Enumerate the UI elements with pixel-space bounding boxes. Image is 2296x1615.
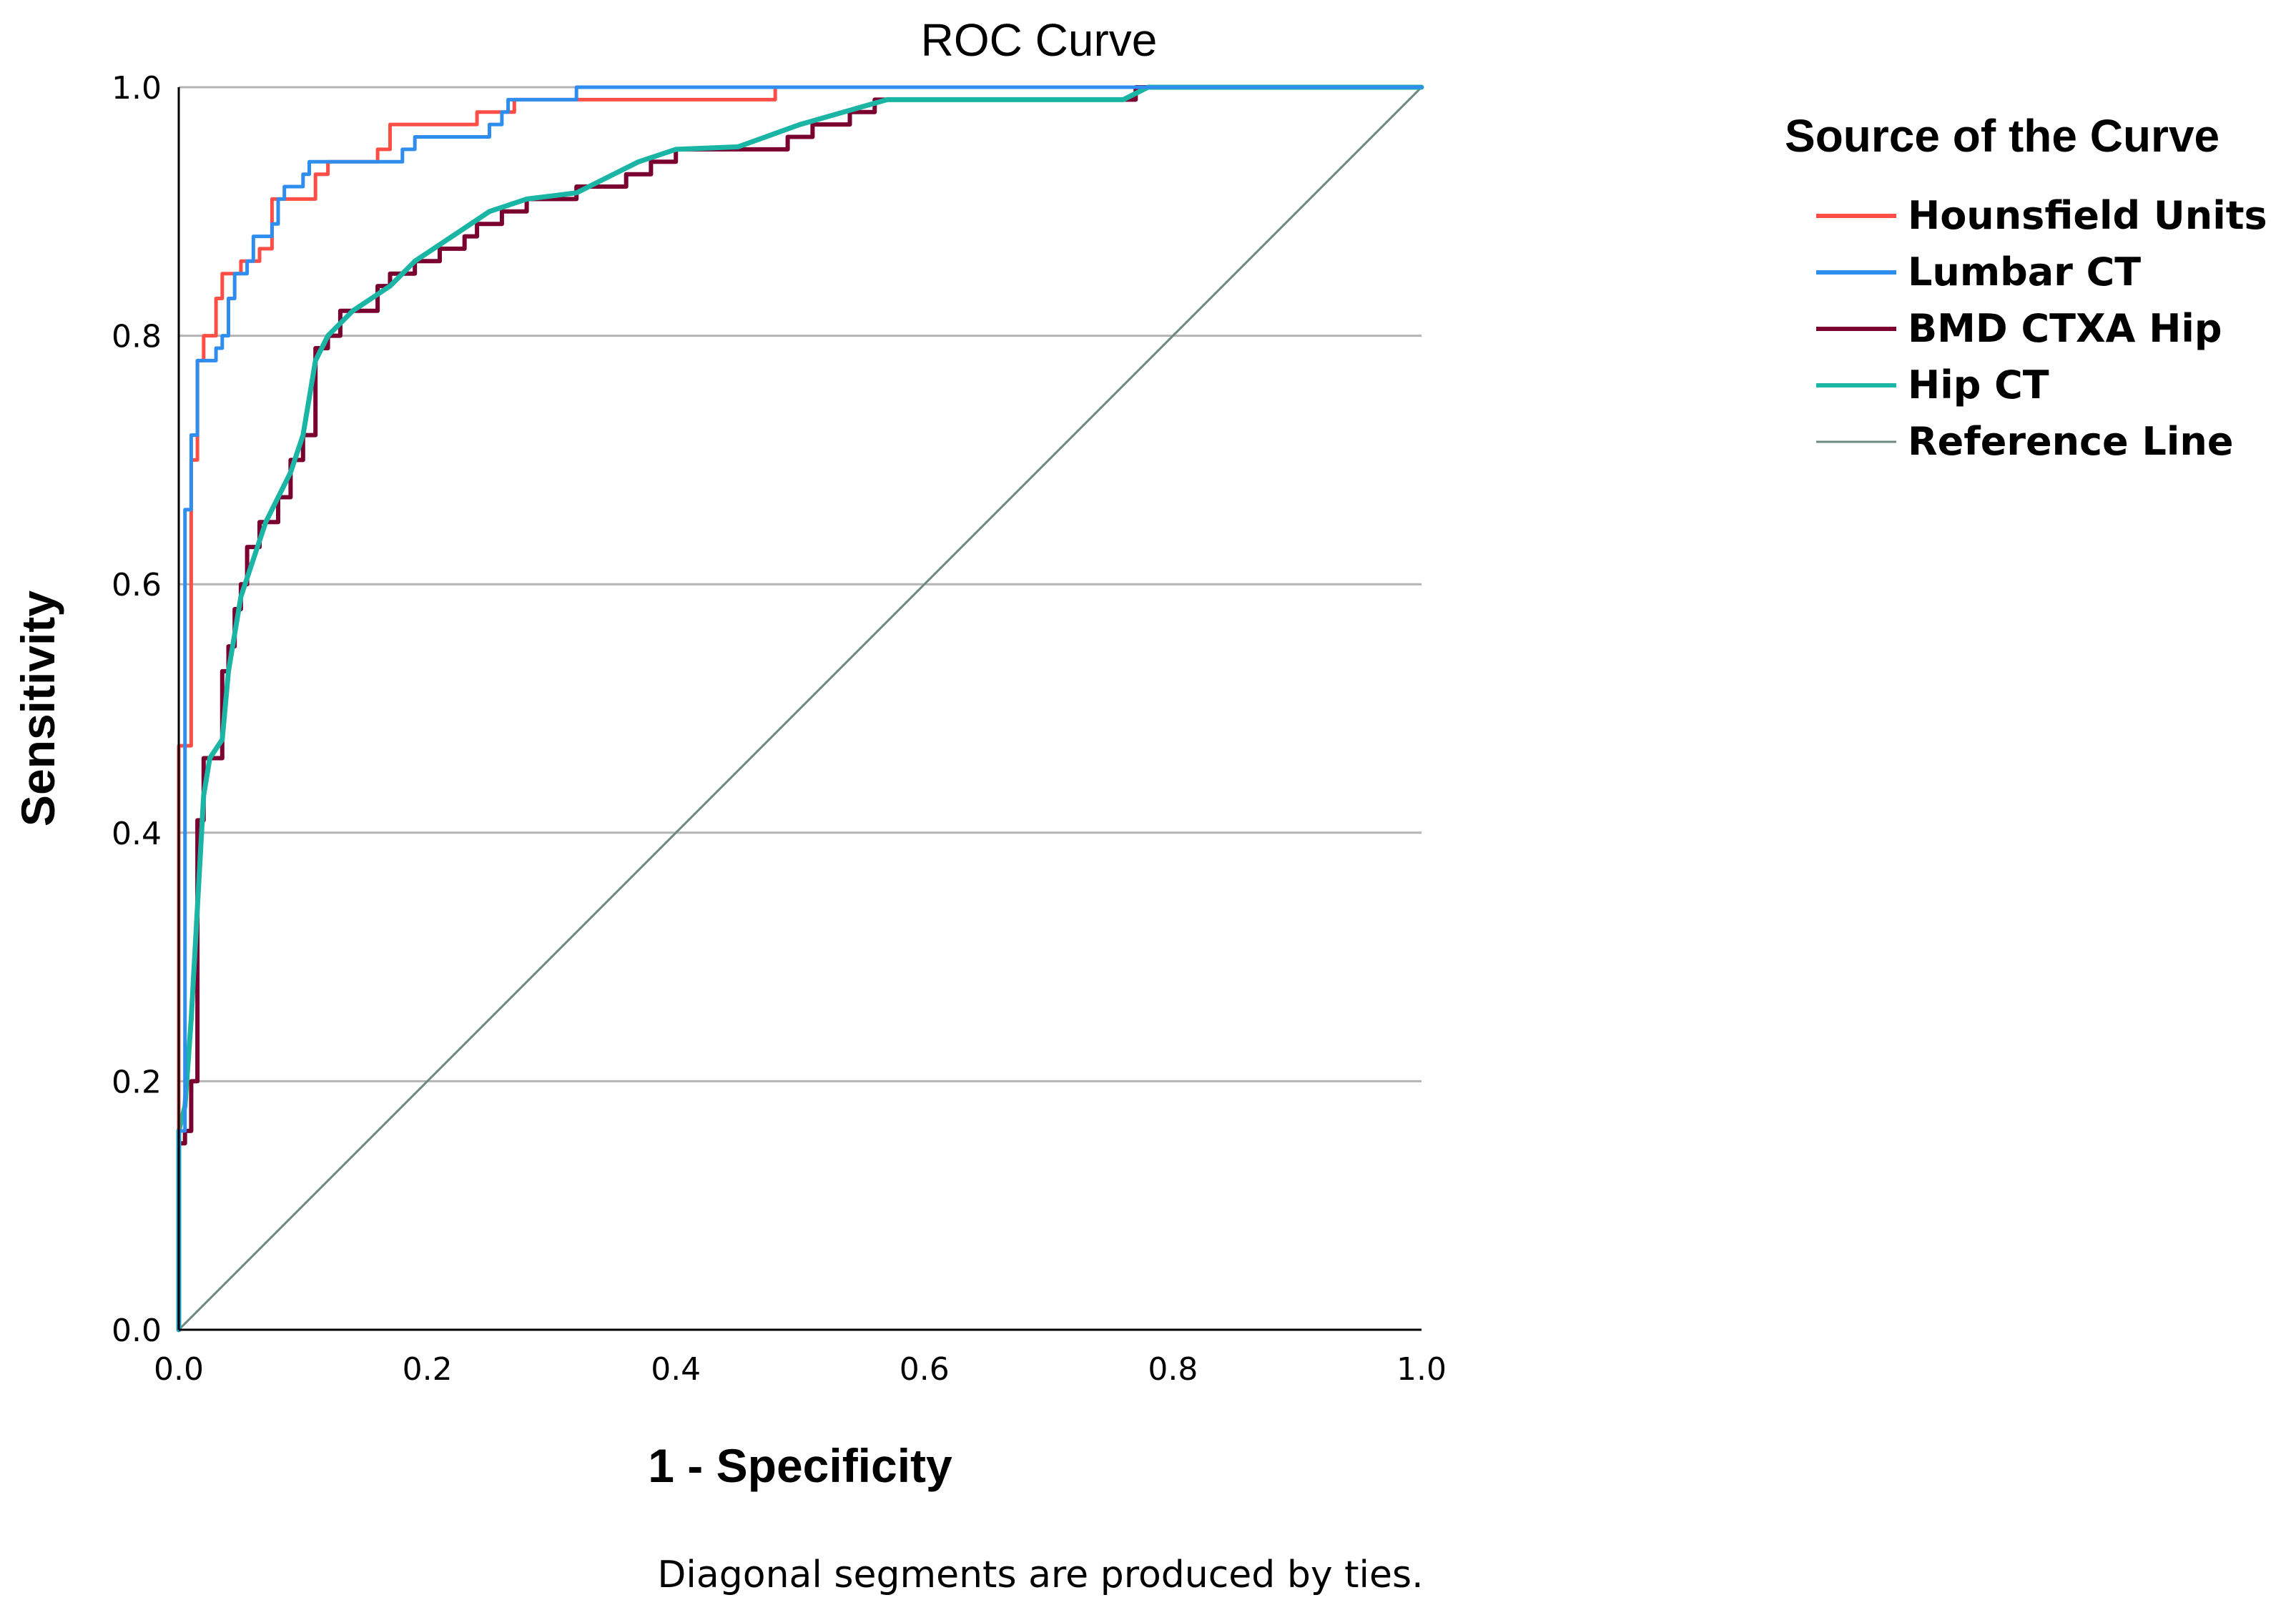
gridlines bbox=[179, 86, 1422, 1082]
series-line-reference-line bbox=[177, 86, 1423, 1331]
y-tick-label: 0.6 bbox=[112, 567, 162, 603]
chart-title: ROC Curve bbox=[921, 14, 1158, 66]
tick-labels: 0.0 0.2 0.4 0.6 0.8 1.0 0.0 0.2 0.4 0.6 0.8 1.0 bbox=[112, 70, 1447, 1388]
axes bbox=[177, 87, 1422, 1331]
y-tick-label: 0.8 bbox=[112, 319, 162, 355]
legend-label-hounsfield-units: Hounsfield Units bbox=[1908, 193, 2267, 238]
legend-title: Source of the Curve bbox=[1785, 110, 2219, 162]
y-axis-label: Sensitivity bbox=[11, 591, 64, 826]
legend-label-hip-ct: Hip CT bbox=[1908, 362, 2049, 408]
legend-label-lumbar-ct: Lumbar CT bbox=[1908, 250, 2141, 295]
legend-label-bmd-ctxa-hip: BMD CTXA Hip bbox=[1908, 306, 2222, 351]
series-lines bbox=[176, 84, 1424, 1333]
series-line-hip-ct bbox=[176, 84, 1424, 1333]
x-tick-label: 0.0 bbox=[154, 1351, 204, 1388]
x-axis-label: 1 - Specificity bbox=[648, 1439, 952, 1492]
y-tick-label: 1.0 bbox=[112, 70, 162, 107]
x-tick-label: 1.0 bbox=[1396, 1351, 1447, 1388]
x-tick-label: 0.6 bbox=[900, 1351, 950, 1388]
legend-label-reference-line: Reference Line bbox=[1908, 419, 2233, 464]
series-line-lumbar-ct bbox=[177, 85, 1424, 1332]
series-line-bmd-ctxa-hip bbox=[177, 85, 1424, 1332]
legend: Source of the Curve Hounsfield Units Lumb… bbox=[1785, 110, 2267, 464]
x-tick-label: 0.2 bbox=[403, 1351, 453, 1388]
footnote: Diagonal segments are produced by ties. bbox=[657, 1554, 1423, 1596]
legend-items: Hounsfield Units Lumbar CT BMD CTXA Hip Hip… bbox=[1816, 193, 2267, 464]
y-tick-label: 0.0 bbox=[112, 1313, 162, 1349]
x-tick-label: 0.8 bbox=[1148, 1351, 1198, 1388]
y-tick-label: 0.4 bbox=[112, 816, 162, 852]
y-tick-label: 0.2 bbox=[112, 1064, 162, 1100]
x-tick-label: 0.4 bbox=[651, 1351, 701, 1388]
